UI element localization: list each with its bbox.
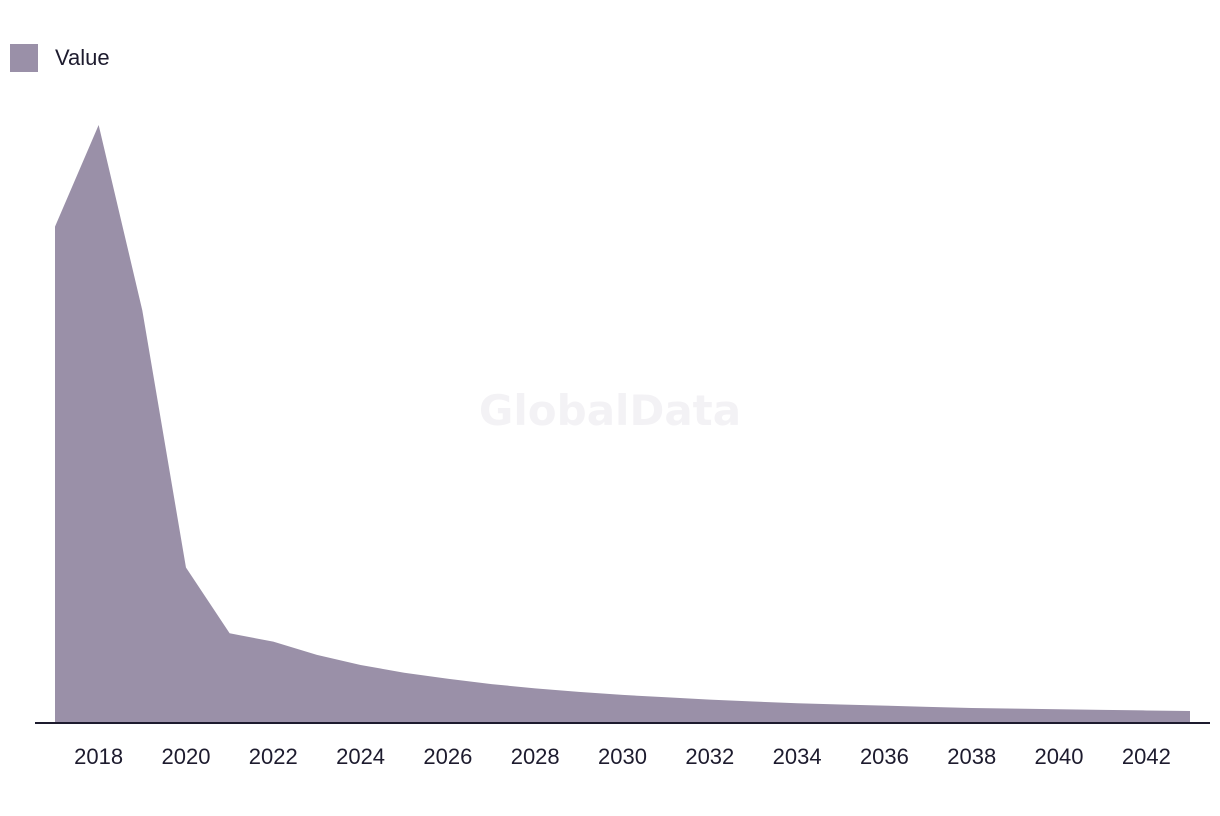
x-tick-label: 2034 [773, 744, 822, 769]
area-series-value [55, 125, 1190, 723]
x-tick-label: 2018 [74, 744, 123, 769]
x-tick-label: 2028 [511, 744, 560, 769]
x-tick-label: 2020 [161, 744, 210, 769]
area-layer [55, 125, 1190, 723]
x-tick-label: 2024 [336, 744, 385, 769]
x-tick-label: 2030 [598, 744, 647, 769]
x-tick-label: 2036 [860, 744, 909, 769]
watermark: GlobalData [479, 386, 741, 435]
x-tick-label: 2042 [1122, 744, 1171, 769]
legend-swatch [10, 44, 38, 72]
x-tick-label: 2040 [1035, 744, 1084, 769]
legend: Value [10, 44, 110, 72]
x-axis-ticks: 2018 2020 2022 2024 2026 2028 2030 2032 2034 2036… [74, 744, 1171, 769]
x-tick-label: 2032 [685, 744, 734, 769]
x-tick-label: 2026 [423, 744, 472, 769]
legend-label: Value [55, 45, 110, 70]
x-tick-label: 2022 [249, 744, 298, 769]
x-tick-label: 2038 [947, 744, 996, 769]
